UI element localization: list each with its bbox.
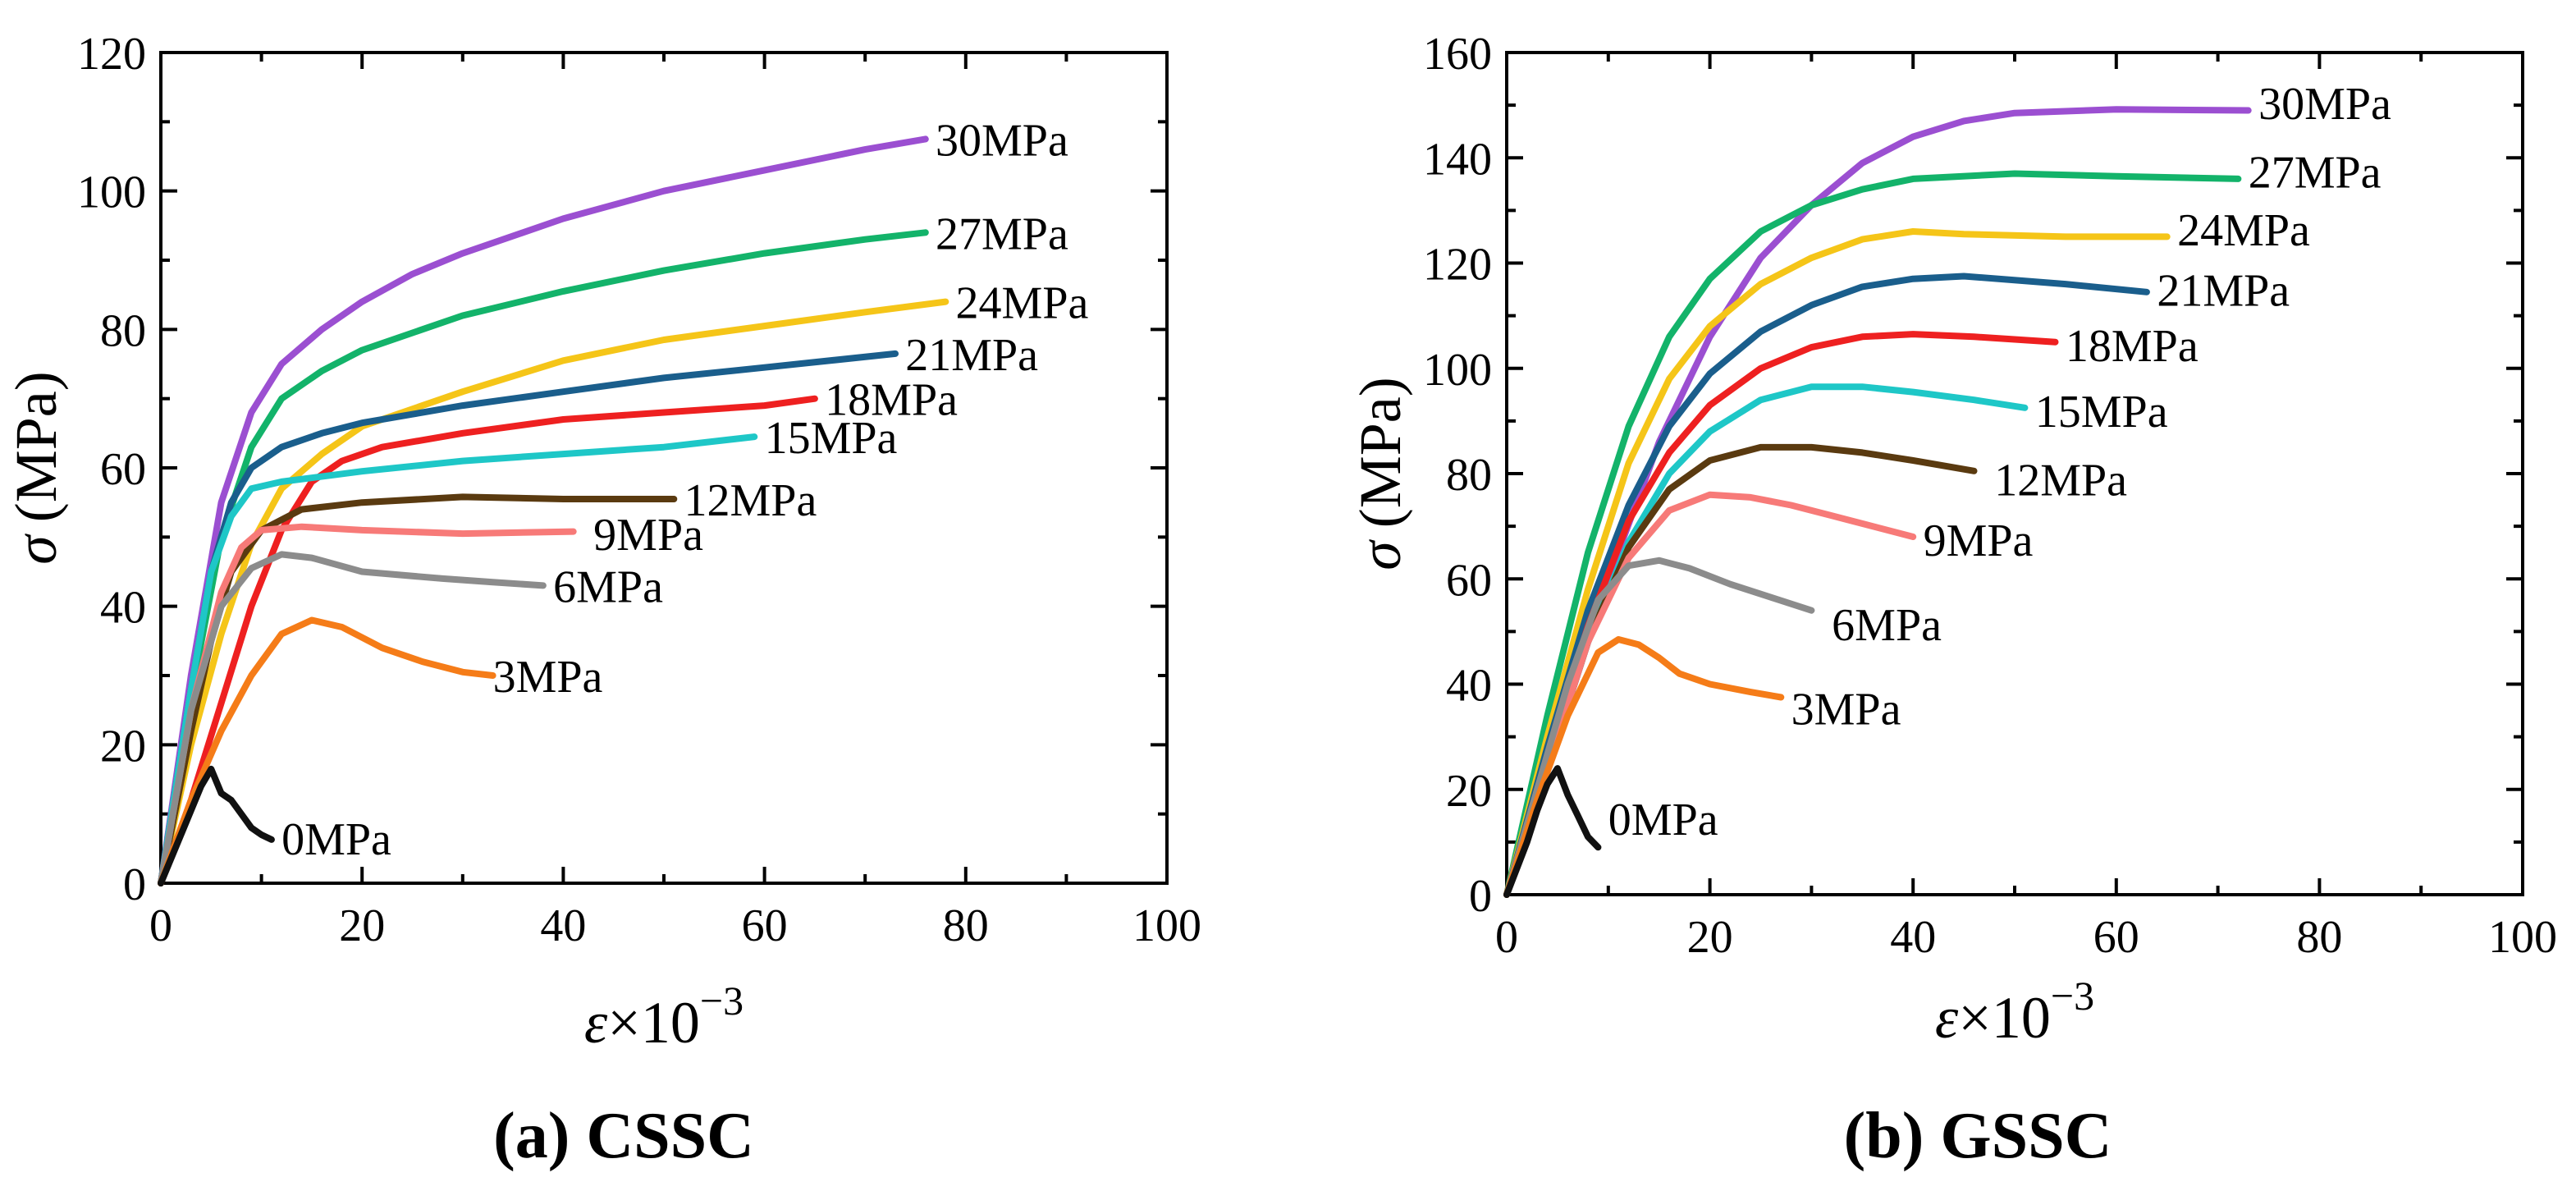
x-axis-var: ε (584, 990, 608, 1056)
y-axis-var: σ (1347, 539, 1413, 570)
y-axis-label: σ (MPa) (1347, 377, 1413, 570)
y-tick-label: 140 (1423, 134, 1492, 185)
y-tick-label: 0 (1469, 871, 1492, 922)
series-line-30mpa (158, 135, 929, 886)
x-axis-label: ε×10−3 (584, 978, 744, 1056)
series-label-24mpa: 24MPa (2177, 205, 2310, 256)
x-axis-base: 10 (641, 990, 700, 1056)
series-label-21mpa: 21MPa (2157, 266, 2290, 317)
y-tick-label: 80 (100, 305, 146, 356)
x-tick-label: 20 (1687, 912, 1733, 963)
series-label-12mpa: 12MPa (1994, 455, 2127, 506)
panel-b-chart: 0 20 40 60 80 100 0 20 40 60 80 100 120 140 160 30MPa 27… (1347, 29, 2557, 1172)
series-label-15mpa: 15MPa (765, 413, 898, 464)
x-axis-exponent: −3 (2051, 973, 2094, 1019)
x-tick-label: 0 (1495, 912, 1518, 963)
series-line-6mpa (1503, 557, 1815, 898)
y-axis-var: σ (3, 534, 69, 565)
y-tick-label: 100 (1423, 345, 1492, 396)
x-tick-label: 100 (1132, 900, 1201, 951)
plot-frame (159, 51, 1169, 885)
y-tick-label: 160 (1423, 29, 1492, 80)
series-label-30mpa: 30MPa (2258, 79, 2391, 130)
x-tick-label: 80 (943, 900, 989, 951)
series-line-24mpa (158, 298, 949, 886)
y-tick-label: 20 (100, 721, 146, 772)
series-label-0mpa: 0MPa (1608, 795, 1718, 845)
y-axis-unit: (MPa) (3, 371, 69, 522)
x-tick-label: 40 (1890, 912, 1936, 963)
series-label-30mpa: 30MPa (936, 115, 1068, 166)
series-label-6mpa: 6MPa (553, 561, 663, 612)
series-line-0mpa (158, 765, 275, 886)
x-tick-label: 60 (2093, 912, 2139, 963)
series-label-18mpa: 18MPa (825, 375, 958, 426)
series-label-9mpa: 9MPa (593, 510, 703, 561)
x-axis-label: ε×10−3 (1935, 973, 2094, 1051)
y-tick-label: 60 (100, 444, 146, 495)
y-tick-label: 20 (1446, 766, 1492, 817)
series-line-24mpa (1503, 228, 2171, 898)
series-line-27mpa (1503, 170, 2242, 898)
series-label-27mpa: 27MPa (936, 208, 1068, 259)
y-tick-label: 60 (1446, 555, 1492, 606)
series-label-0mpa: 0MPa (281, 814, 391, 865)
y-tick-label: 120 (1423, 240, 1492, 291)
x-tick-label: 100 (2488, 912, 2557, 963)
series-line-3mpa (158, 616, 496, 886)
series-label-3mpa: 3MPa (1791, 684, 1901, 735)
panel-caption: (a) CSSC (493, 1100, 754, 1172)
x-axis-times: × (1958, 985, 1992, 1051)
x-axis-exponent: −3 (700, 978, 744, 1024)
x-tick-label: 80 (2296, 912, 2342, 963)
series-label-6mpa: 6MPa (1832, 600, 1942, 651)
x-tick-label: 40 (540, 900, 586, 951)
series-label-27mpa: 27MPa (2249, 147, 2382, 198)
x-axis-base: 10 (1992, 985, 2051, 1051)
series-label-3mpa: 3MPa (493, 652, 603, 703)
x-axis-times: × (607, 990, 641, 1056)
y-tick-label: 120 (77, 29, 146, 80)
series-line-0mpa (1503, 765, 1602, 898)
y-axis-unit: (MPa) (1347, 377, 1413, 528)
series-line-15mpa (158, 433, 758, 886)
series-label-18mpa: 18MPa (2066, 321, 2199, 372)
series-line-18mpa (158, 395, 818, 886)
x-tick-label: 60 (742, 900, 788, 951)
panel-caption: (b) GSSC (1844, 1100, 2112, 1172)
y-tick-label: 80 (1446, 450, 1492, 501)
series-label-12mpa: 12MPa (684, 475, 817, 526)
series-line-21mpa (1503, 273, 2150, 898)
series-label-21mpa: 21MPa (905, 330, 1038, 381)
y-tick-label: 100 (77, 167, 146, 218)
series-label-15mpa: 15MPa (2035, 387, 2168, 437)
y-tick-label: 40 (1446, 661, 1492, 712)
series-label-24mpa: 24MPa (956, 278, 1089, 329)
series-label-9mpa: 9MPa (1924, 515, 2034, 566)
y-tick-label: 40 (100, 583, 146, 634)
series-line-3mpa (1503, 636, 1785, 898)
y-tick-label: 0 (123, 859, 146, 910)
panel-a-chart: 0 20 40 60 80 100 0 20 40 60 80 100 120 30MPa 27MPa 24M… (3, 29, 1201, 1172)
x-axis-var: ε (1935, 985, 1959, 1051)
x-tick-label: 0 (149, 900, 172, 951)
series-line-9mpa (1503, 491, 1917, 898)
x-tick-label: 20 (339, 900, 385, 951)
series-line-6mpa (158, 551, 547, 886)
y-axis-label: σ (MPa) (3, 371, 69, 565)
